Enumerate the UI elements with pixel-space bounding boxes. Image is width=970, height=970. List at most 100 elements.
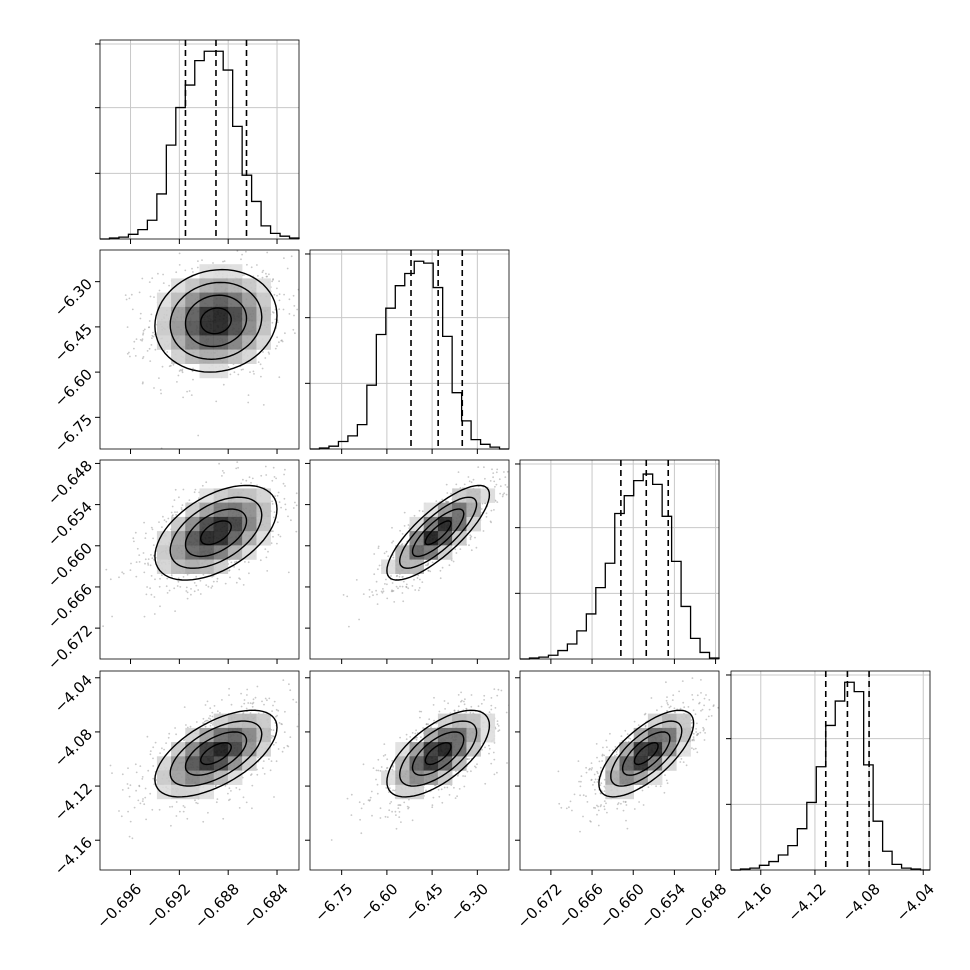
scatter-point	[175, 514, 178, 516]
scatter-point	[292, 294, 295, 297]
scatter-point	[403, 511, 406, 514]
density-cell	[185, 335, 200, 350]
scatter-point	[177, 580, 180, 583]
scatter-point	[127, 810, 129, 813]
scatter-point	[181, 504, 184, 506]
scatter-point	[376, 603, 379, 605]
scatter-point	[251, 477, 254, 480]
scatter-point	[427, 723, 429, 726]
scatter-point	[266, 251, 269, 254]
scatter-point	[143, 803, 146, 806]
scatter-point	[292, 698, 295, 701]
scatter-point	[498, 478, 501, 481]
scatter-point	[268, 697, 271, 700]
scatter-point	[409, 736, 412, 738]
scatter-point	[384, 815, 387, 818]
scatter-point	[391, 760, 394, 762]
scatter-point	[275, 741, 277, 744]
histogram-step-line	[100, 50, 300, 240]
scatter-point	[370, 790, 373, 793]
scatter-point	[573, 793, 576, 796]
contour-line	[154, 268, 278, 373]
scatter-point	[141, 338, 144, 340]
scatter-point	[369, 799, 371, 801]
scatter-point	[149, 750, 152, 752]
density-cell	[185, 756, 200, 771]
scatter-point	[458, 788, 461, 790]
scatter-point	[665, 681, 667, 684]
scatter-point	[263, 773, 266, 775]
scatter-point	[466, 770, 469, 773]
scatter-point	[186, 390, 189, 393]
scatter-point	[501, 495, 504, 498]
scatter-point	[150, 554, 152, 556]
density-cell	[227, 488, 243, 503]
scatter-point	[272, 279, 274, 281]
scatter-point	[418, 509, 421, 512]
scatter-point	[390, 575, 392, 577]
scatter-point	[480, 508, 483, 510]
scatter-point	[289, 689, 292, 692]
scatter-point	[149, 360, 152, 362]
scatter-point	[125, 298, 128, 301]
scatter-point	[199, 579, 202, 582]
density-cell	[409, 784, 424, 800]
scatter-point	[275, 708, 278, 711]
scatter-point	[395, 575, 398, 578]
scatter-point	[457, 709, 460, 712]
scatter-point	[418, 710, 421, 713]
scatter-point	[175, 271, 178, 274]
density-cell	[185, 742, 200, 757]
scatter-point	[505, 711, 508, 714]
scatter-point	[425, 564, 427, 567]
scatter-point	[205, 719, 208, 722]
scatter-point	[233, 371, 236, 374]
scatter-point	[153, 596, 156, 598]
scatter-point	[281, 340, 284, 343]
density-cell	[452, 502, 467, 518]
scatter-point	[592, 784, 594, 786]
scatter-point	[495, 483, 498, 486]
scatter-point	[141, 357, 144, 360]
scatter-point	[243, 702, 246, 705]
density-cell	[437, 770, 453, 785]
scatter-point	[492, 751, 495, 754]
scatter-point	[134, 763, 137, 766]
density-cell	[227, 278, 243, 293]
scatter-point	[240, 705, 243, 708]
scatter-point	[667, 703, 669, 706]
scatter-point	[212, 723, 214, 726]
scatter-point	[238, 807, 241, 809]
panel-frame	[99, 249, 300, 450]
scatter-point	[287, 571, 290, 574]
scatter-point	[276, 321, 279, 324]
scatter-point	[247, 702, 250, 704]
scatter-point	[457, 471, 460, 473]
scatter-point	[251, 705, 254, 708]
panel-frame	[519, 459, 720, 660]
scatter-point	[274, 495, 276, 497]
scatter-point	[292, 328, 295, 331]
scatter-point	[278, 280, 280, 283]
scatter-point	[407, 524, 410, 526]
scatter-point	[463, 700, 465, 703]
scatter-point	[147, 564, 150, 566]
scatter-point	[413, 578, 415, 581]
scatter-point	[157, 272, 159, 275]
panel-frame	[99, 459, 300, 660]
scatter-point	[294, 332, 296, 335]
scatter-point	[239, 578, 242, 580]
scatter-point	[111, 615, 113, 618]
scatter-point	[514, 489, 516, 491]
density-cell	[242, 488, 257, 503]
scatter-point	[249, 371, 251, 373]
scatter-point	[401, 576, 403, 578]
density-cell	[256, 335, 271, 350]
scatter-point	[174, 511, 176, 513]
scatter-point	[265, 272, 267, 275]
scatter-point	[268, 758, 270, 760]
scatter-point	[282, 679, 285, 681]
scatter-point	[215, 801, 218, 804]
scatter-point	[692, 698, 694, 701]
scatter-point	[280, 506, 282, 509]
